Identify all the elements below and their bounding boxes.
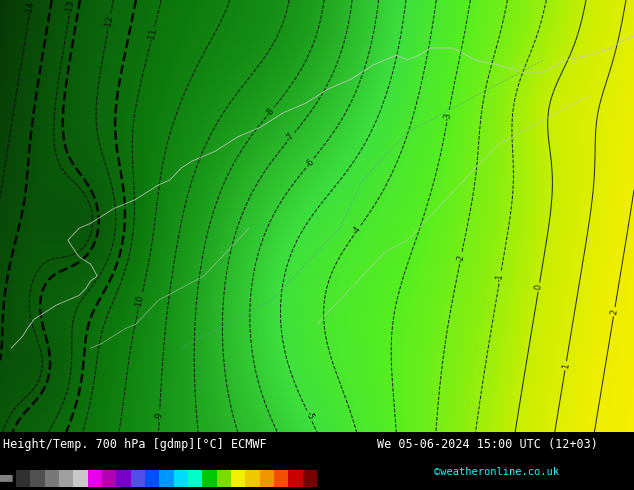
Text: -3: -3 (443, 112, 453, 122)
Bar (260, 470, 274, 487)
Bar (245, 470, 260, 487)
Bar (202, 470, 217, 487)
Bar (145, 470, 159, 487)
Text: 1: 1 (561, 363, 571, 369)
Text: -10: -10 (134, 294, 146, 310)
Bar (87, 470, 102, 487)
Bar (131, 470, 145, 487)
Bar (174, 470, 188, 487)
Text: 2: 2 (609, 308, 619, 315)
Text: -6: -6 (304, 157, 316, 169)
Text: -4: -4 (351, 224, 363, 236)
Bar (231, 470, 245, 487)
Bar (159, 470, 174, 487)
Text: -9: -9 (155, 412, 164, 420)
Bar (102, 470, 116, 487)
Text: -12: -12 (104, 14, 115, 29)
Text: -5: -5 (304, 410, 315, 421)
Bar (274, 470, 288, 487)
Bar (116, 470, 131, 487)
Text: -8: -8 (264, 106, 276, 118)
Text: -11: -11 (146, 27, 158, 43)
FancyArrow shape (0, 473, 13, 484)
Text: -7: -7 (285, 131, 297, 144)
Text: -2: -2 (456, 253, 466, 263)
Text: 0: 0 (534, 284, 544, 291)
Bar (73, 470, 87, 487)
Bar (44, 470, 59, 487)
Bar (16, 470, 30, 487)
Bar (288, 470, 302, 487)
Bar (188, 470, 202, 487)
Text: -14: -14 (25, 0, 36, 16)
Bar (217, 470, 231, 487)
Text: ©weatheronline.co.uk: ©weatheronline.co.uk (434, 467, 559, 477)
Text: -1: -1 (495, 273, 505, 283)
Bar (30, 470, 44, 487)
Bar (59, 470, 73, 487)
Bar (302, 470, 317, 487)
Text: Height/Temp. 700 hPa [gdmp][°C] ECMWF: Height/Temp. 700 hPa [gdmp][°C] ECMWF (3, 438, 267, 451)
Text: -13: -13 (65, 0, 76, 14)
Text: We 05-06-2024 15:00 UTC (12+03): We 05-06-2024 15:00 UTC (12+03) (377, 438, 598, 451)
